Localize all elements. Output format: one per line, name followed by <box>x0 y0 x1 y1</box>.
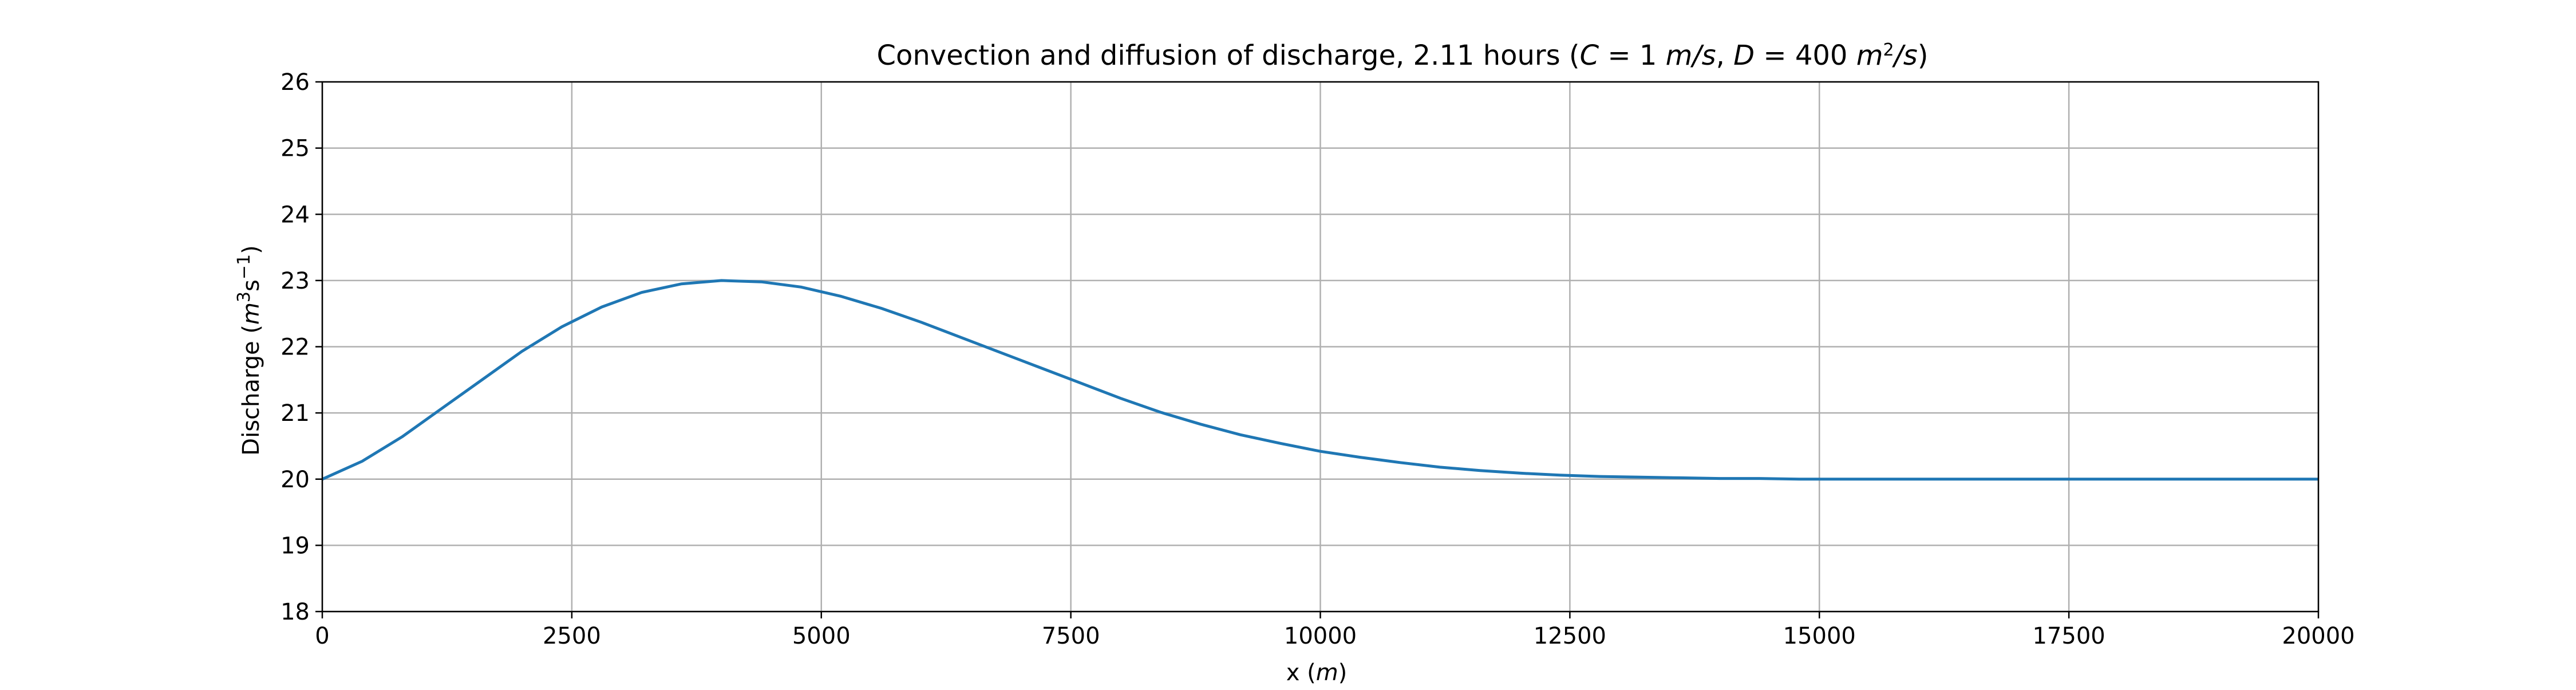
grid-layer <box>321 81 2320 613</box>
y-tick-label: 18 <box>280 599 310 625</box>
y-axis-label-exp3: 3 <box>234 291 254 302</box>
title-d-unit-s: /s <box>1892 40 1918 72</box>
title-sep: , <box>1716 40 1734 72</box>
x-tick-label: 0 <box>315 623 329 649</box>
title-lead: Convection and diffusion of discharge, 2… <box>877 40 1580 72</box>
x-axis-label-close: ) <box>1338 660 1348 686</box>
title-c-var: C <box>1580 40 1599 72</box>
x-axis-label-unit: m <box>1316 660 1338 686</box>
series-layer <box>321 279 2318 481</box>
x-tick-label: 15000 <box>1783 623 1856 649</box>
x-axis-label: x (m) <box>1286 660 1348 686</box>
title-d-unit-exp: 2 <box>1883 40 1894 60</box>
y-tick-label: 21 <box>280 400 310 427</box>
y-axis-label-m: m <box>238 302 264 325</box>
y-tick-label: 26 <box>280 69 310 96</box>
tick-layer: 0 2500 5000 7500 10000 12500 15000 17500 20000 18… <box>280 69 2355 649</box>
series-line <box>321 279 2318 481</box>
y-tick-label: 20 <box>280 467 310 493</box>
x-tick-label: 20000 <box>2282 623 2354 649</box>
x-tick-label: 5000 <box>792 623 851 649</box>
chart-title: Convection and diffusion of discharge, 2… <box>877 40 1929 72</box>
y-tick-label: 24 <box>280 202 310 228</box>
y-axis-label-text: Discharge ( <box>238 325 264 456</box>
title-d-unit-m: m <box>1856 40 1883 72</box>
y-axis-label-s: s <box>238 279 264 291</box>
y-tick-label: 22 <box>280 334 310 361</box>
title-c-eq: = 1 <box>1599 40 1666 72</box>
x-axis-label-text: x ( <box>1286 660 1316 686</box>
x-tick-label: 10000 <box>1284 623 1357 649</box>
x-tick-label: 12500 <box>1534 623 1606 649</box>
y-tick-label: 19 <box>280 533 310 559</box>
x-tick-label: 7500 <box>1042 623 1100 649</box>
title-trail: ) <box>1918 40 1929 72</box>
x-tick-label: 17500 <box>2033 623 2105 649</box>
y-tick-label: 23 <box>280 268 310 294</box>
y-axis-label: Discharge (m3s−1) <box>234 245 264 455</box>
x-tick-label: 2500 <box>543 623 601 649</box>
y-axis-label-close: ) <box>238 245 264 254</box>
title-d-eq: = 400 <box>1755 40 1856 72</box>
title-d-var: D <box>1733 40 1755 72</box>
title-c-unit: m/s <box>1666 40 1716 72</box>
y-tick-label: 25 <box>280 136 310 162</box>
y-axis-label-expneg1: −1 <box>234 254 254 279</box>
